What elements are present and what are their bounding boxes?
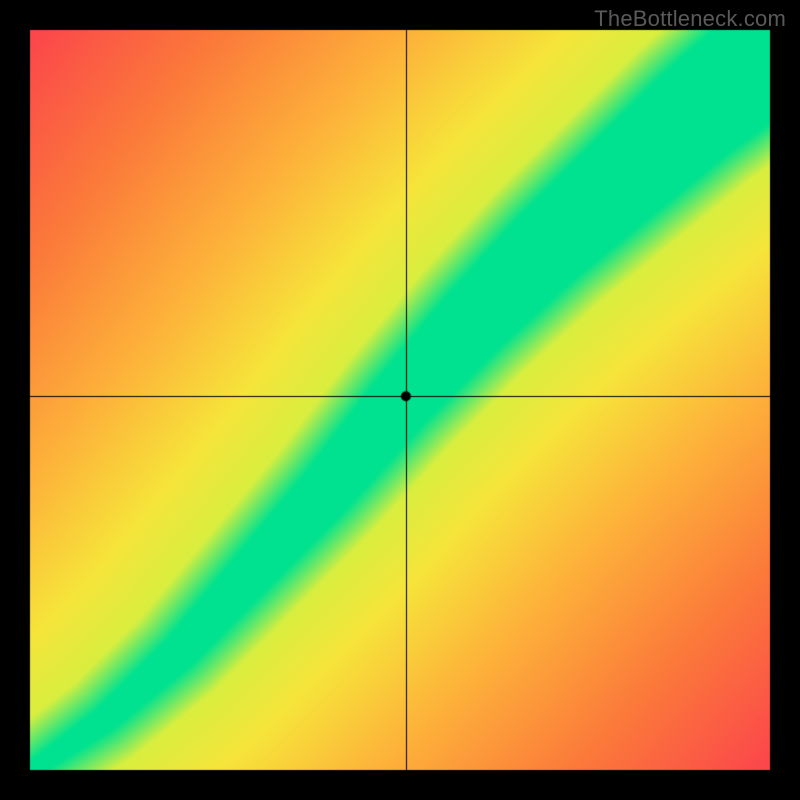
watermark-text: TheBottleneck.com bbox=[594, 6, 786, 32]
bottleneck-heatmap bbox=[0, 0, 800, 800]
